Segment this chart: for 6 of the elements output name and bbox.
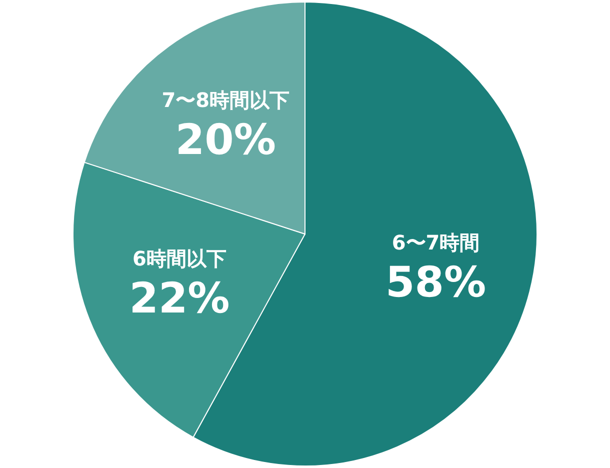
slice-label: 6時間以下 <box>132 246 226 271</box>
data-label: 22% <box>129 274 230 323</box>
data-label: 58% <box>385 258 486 307</box>
slice-label: 7〜8時間以下 <box>162 88 290 112</box>
data-label: 20% <box>175 114 276 164</box>
slice-label: 6〜7時間 <box>392 230 480 255</box>
